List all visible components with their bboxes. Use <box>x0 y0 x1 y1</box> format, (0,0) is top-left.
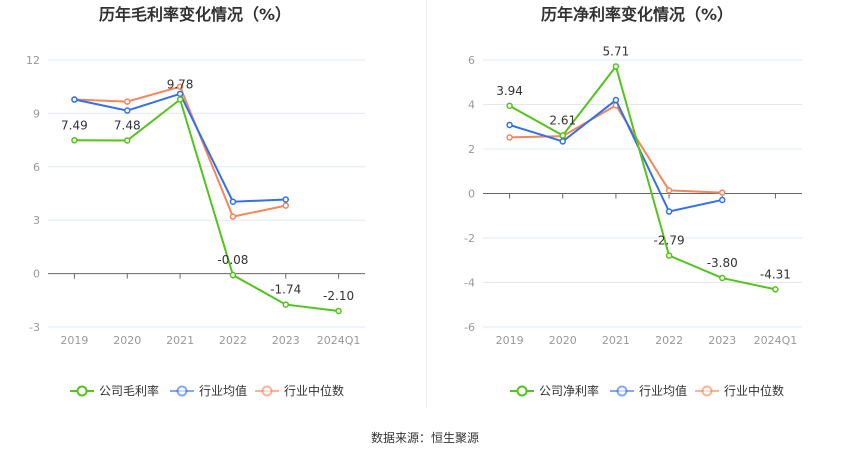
divider <box>426 0 427 408</box>
data-label: 3.94 <box>496 84 523 98</box>
y-tick-label: -3 <box>29 321 40 334</box>
data-point <box>719 189 726 196</box>
y-tick-label: 6 <box>33 161 40 174</box>
chart-title: 历年净利率变化情况（%） <box>541 5 733 24</box>
data-label: 7.49 <box>61 118 88 132</box>
y-tick-label: 0 <box>33 268 40 281</box>
x-tick-label: 2020 <box>549 334 577 347</box>
y-tick-label: 4 <box>468 99 475 112</box>
data-label: -1.74 <box>270 283 301 297</box>
data-point <box>229 198 237 205</box>
data-point <box>665 252 673 259</box>
data-point <box>612 96 620 104</box>
series-line-1 <box>74 92 286 203</box>
gross-margin-chart: 历年毛利率变化情况（%） -3 0 3 6 9 12 2019 2020 2021 2022 2023… <box>26 5 365 398</box>
data-label: 2.61 <box>549 113 576 127</box>
data-point <box>124 137 131 144</box>
legend-label: 行业中位数 <box>284 383 344 398</box>
legend-marker-icon <box>176 385 188 397</box>
data-label: -2.10 <box>323 289 354 303</box>
data-point <box>772 286 779 293</box>
y-tick-label: 2 <box>468 143 475 156</box>
x-tick-label: 2024Q1 <box>317 334 361 347</box>
series-line-0 <box>74 97 339 312</box>
legend-marker-icon <box>616 385 628 397</box>
data-label: 7.48 <box>114 118 141 132</box>
legend-marker-icon <box>76 385 88 397</box>
x-tick-label: 2022 <box>655 334 683 347</box>
data-point <box>506 121 513 129</box>
y-tick-label: -6 <box>464 321 475 334</box>
data-point <box>665 208 673 215</box>
x-tick-label: 2021 <box>602 334 630 347</box>
data-point <box>176 90 184 98</box>
data-point <box>559 138 566 145</box>
legend-label: 行业均值 <box>639 383 687 398</box>
data-label: 5.71 <box>603 44 630 58</box>
x-tick-label: 2023 <box>272 334 300 347</box>
y-tick-label: 6 <box>468 54 475 67</box>
data-point <box>506 134 513 141</box>
x-tick-label: 2019 <box>496 334 524 347</box>
legend-label: 行业均值 <box>199 383 247 398</box>
x-tick-label: 2023 <box>708 334 736 347</box>
data-label: -3.80 <box>707 256 738 270</box>
data-point <box>124 107 131 114</box>
legend-label: 公司净利率 <box>539 383 599 398</box>
legend-label: 公司毛利率 <box>99 383 159 398</box>
data-point <box>719 274 726 282</box>
x-tick-label: 2022 <box>219 334 247 347</box>
x-tick-label: 2021 <box>166 334 194 347</box>
data-point <box>124 98 131 105</box>
x-tick-label: 2019 <box>60 334 88 347</box>
data-point <box>71 137 78 144</box>
data-label: 9.78 <box>167 78 194 92</box>
data-point <box>335 307 342 315</box>
data-point <box>282 196 289 203</box>
y-tick-label: -2 <box>464 232 475 245</box>
net-margin-chart: 历年净利率变化情况（%） -6 -4 -2 0 2 4 6 2019 2020 2021 2022 20… <box>464 5 802 398</box>
y-tick-label: 0 <box>468 188 475 201</box>
legend-marker-icon <box>701 385 713 397</box>
data-source: 数据来源：恒生聚源 <box>370 431 479 445</box>
data-point <box>176 83 184 90</box>
x-tick-label: 2020 <box>113 334 141 347</box>
data-point <box>229 213 237 220</box>
data-label: -4.31 <box>760 267 791 281</box>
series-line-0 <box>509 64 776 291</box>
y-tick-label: 3 <box>33 214 40 227</box>
data-point <box>665 187 673 194</box>
data-point <box>282 202 289 209</box>
y-tick-label: 9 <box>33 107 40 120</box>
legend-marker-icon <box>261 385 273 397</box>
data-label: -2.79 <box>654 234 685 248</box>
chart-title: 历年毛利率变化情况（%） <box>99 5 291 24</box>
data-point <box>71 96 78 103</box>
data-point <box>719 196 726 204</box>
data-point <box>176 96 184 103</box>
y-tick-label: -4 <box>464 277 475 290</box>
y-tick-label: 12 <box>26 54 40 67</box>
data-point <box>612 63 620 70</box>
data-point <box>506 102 513 110</box>
data-point <box>229 271 237 279</box>
data-point <box>282 301 289 308</box>
legend-label: 行业中位数 <box>724 383 784 398</box>
x-tick-label: 2024Q1 <box>754 334 798 347</box>
data-point <box>559 132 566 139</box>
legend-marker-icon <box>516 385 528 397</box>
data-label: -0.08 <box>217 253 248 267</box>
